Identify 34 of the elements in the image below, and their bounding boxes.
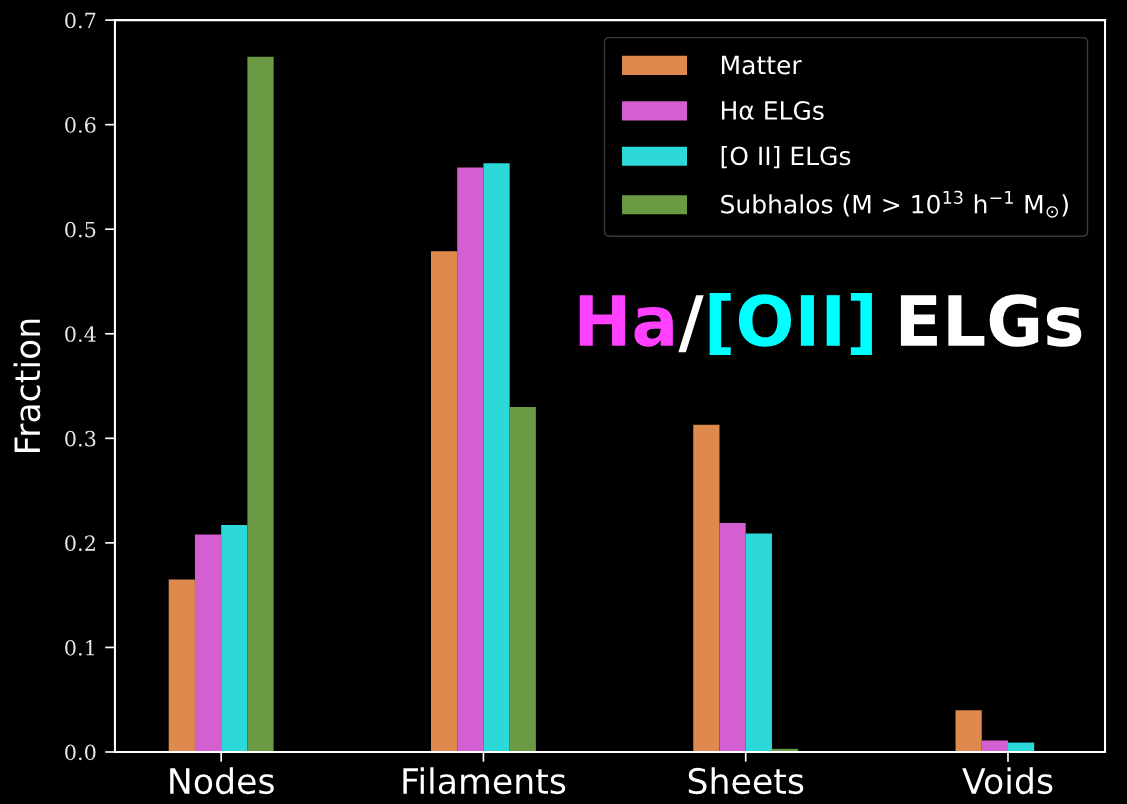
bar: [955, 710, 982, 752]
y-tick-label: 0.0: [65, 744, 96, 761]
bar: [745, 533, 772, 752]
y-tick-label: 0.1: [65, 639, 94, 656]
legend-label: Subhalos (M > 10$^{13}$ h$^{−1}$ M$_{⊙}$): [721, 190, 1068, 218]
y-tick-label: 0.2: [65, 535, 95, 552]
y-tick-label: 0.6: [65, 117, 96, 133]
annotation: ELGs: [900, 294, 1082, 347]
annotation: Ha: [579, 295, 673, 347]
y-tick-label: 0.5: [65, 221, 96, 238]
bar: [430, 251, 458, 752]
bar: [168, 579, 195, 752]
legend-label: [O II] ELGs: [721, 145, 851, 169]
bar: [194, 534, 222, 752]
y-tick-label: 0.4: [65, 326, 96, 342]
bar: [981, 740, 1008, 752]
annotation: [OII]: [709, 293, 872, 355]
x-tick-label: Voids: [962, 767, 1053, 795]
bar: [693, 424, 720, 752]
bar: [247, 56, 274, 752]
bar: [509, 406, 536, 752]
annotation: /: [678, 295, 704, 353]
bar: [483, 163, 510, 752]
y-tick-label: 0.3: [65, 430, 96, 447]
legend-label: Matter: [721, 55, 802, 75]
y-axis-title: Fraction: [13, 319, 41, 452]
y-tick-label: 0.7: [65, 12, 96, 29]
x-tick-label: Filaments: [403, 767, 566, 795]
legend-label: Hα ELGs: [721, 100, 824, 120]
x-tick-label: Nodes: [170, 767, 274, 795]
bar: [719, 523, 746, 752]
bar: [457, 167, 484, 752]
x-tick-label: Sheets: [688, 767, 804, 795]
bar: [221, 525, 248, 752]
